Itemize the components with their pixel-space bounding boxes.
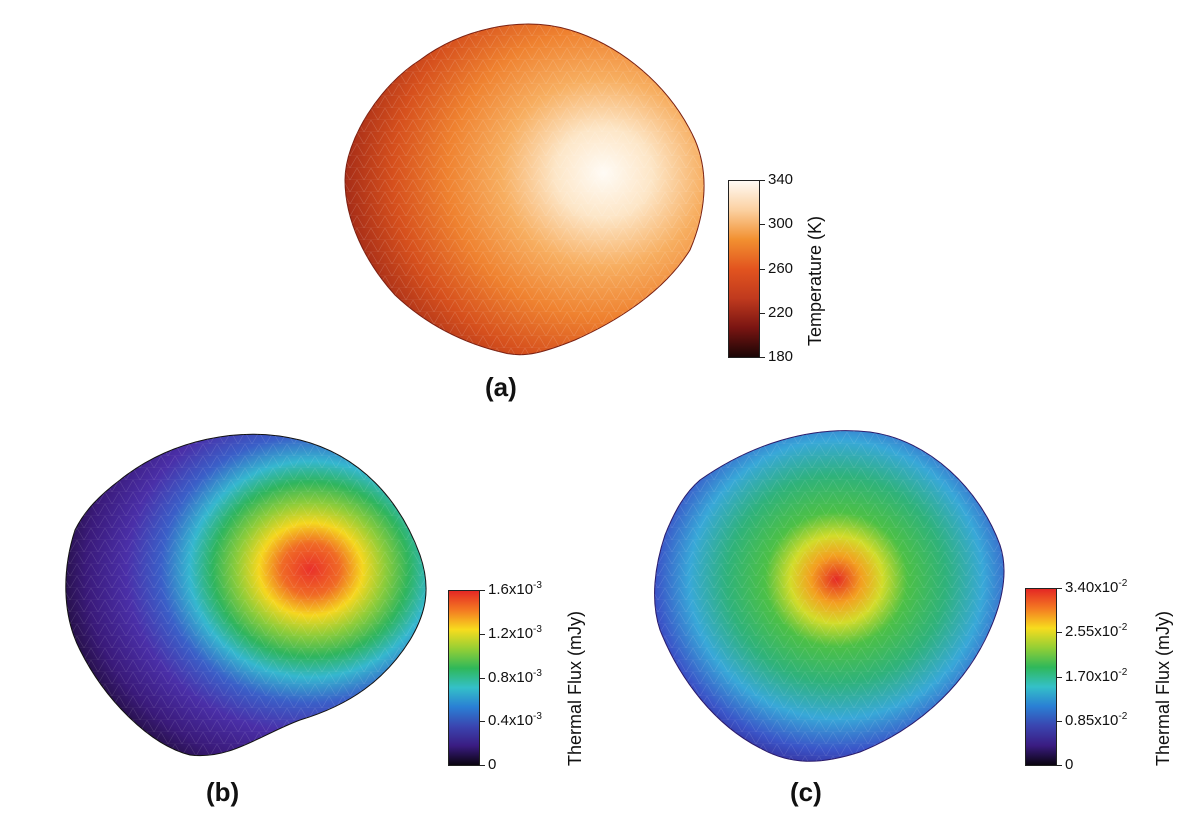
colorbar-tickmark	[1057, 632, 1062, 634]
colorbar-tickmark	[1057, 720, 1062, 722]
colorbar-tickmark	[1057, 765, 1062, 766]
colorbar-c	[1025, 588, 1057, 766]
colorbar-tick-label: 180	[768, 348, 794, 365]
colorbar-tick-label: 3.40x10-2	[1065, 578, 1128, 596]
colorbar-tick-label: 220	[768, 303, 794, 321]
colorbar-tick-label: 1.2x10-3	[488, 623, 542, 642]
panel-label-b: (b)	[206, 777, 240, 807]
colorbar-tick-label: 1.70x10-2	[1065, 666, 1128, 685]
colorbar-a-title: Temperature (K)	[805, 215, 825, 346]
colorbar-tickmark	[760, 312, 765, 314]
colorbar-tick-label: 340	[768, 171, 794, 188]
colorbar-b	[448, 590, 480, 766]
panel-label-c: (c)	[790, 777, 822, 807]
colorbar-tick-label: 0	[488, 756, 497, 773]
colorbar-tick-label: 0.85x10-2	[1065, 710, 1128, 729]
colorbar-b-title: Thermal Flux (mJy)	[565, 610, 585, 766]
colorbar-tickmark	[480, 765, 485, 766]
colorbar-c-title: Thermal Flux (mJy)	[1153, 610, 1173, 766]
colorbar-tick-label: 2.55x10-2	[1065, 622, 1128, 641]
colorbar-tick-label: 1.6x10-3	[488, 580, 542, 598]
panel-label-a: (a)	[485, 372, 517, 402]
colorbar-tickmark	[1057, 588, 1062, 589]
colorbar-tickmark	[760, 180, 765, 181]
colorbar-tickmark	[760, 224, 765, 226]
colorbar-tick-label: 0.8x10-3	[488, 667, 542, 686]
colorbar-tickmark	[760, 268, 765, 270]
colorbar-tick-label: 260	[768, 259, 794, 277]
colorbar-tickmark	[480, 721, 485, 723]
colorbar-a	[728, 180, 760, 358]
colorbar-tickmark	[480, 590, 485, 591]
colorbar-tick-label: 300	[768, 215, 794, 233]
colorbar-tickmark	[480, 633, 485, 635]
colorbar-tickmark	[760, 357, 765, 358]
colorbar-tick-label: 0	[1065, 756, 1074, 773]
colorbar-tickmark	[480, 677, 485, 679]
colorbar-tick-label: 0.4x10-3	[488, 711, 542, 730]
colorbar-tickmark	[1057, 676, 1062, 678]
